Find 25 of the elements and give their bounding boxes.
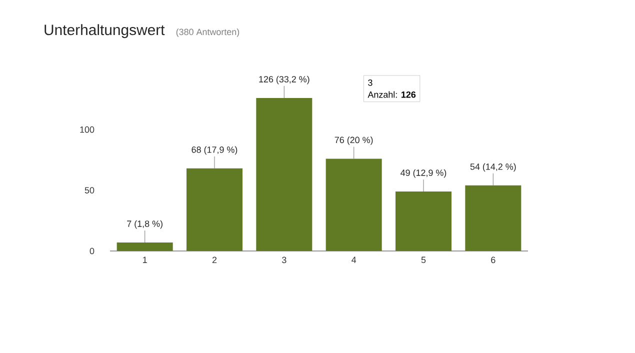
x-tick-label: 5 (421, 256, 426, 264)
y-tick-label: 50 (84, 187, 94, 194)
x-tick-label: 1 (143, 256, 147, 263)
text: Anzahl: 126 (368, 91, 416, 98)
x-tick-label: 3 (282, 256, 286, 264)
x-tick-label: 6 (491, 256, 496, 264)
bar (116, 242, 173, 251)
y-tick-label: 100 (80, 126, 94, 133)
bar (186, 168, 243, 251)
x-tick-label: 4 (352, 256, 356, 263)
bar (326, 158, 382, 251)
data-label: 76 (20 %) (334, 136, 373, 145)
x-tick-label: 2 (212, 256, 217, 264)
data-label: 49 (12,9 %) (400, 169, 446, 178)
bar (465, 185, 522, 251)
y-tick-label: 0 (90, 248, 94, 254)
bar (396, 192, 452, 251)
bar (256, 98, 312, 251)
chart-subtitle: (380 Antworten) (176, 28, 240, 37)
data-label: 68 (17,9 %) (192, 146, 238, 155)
text: 3 (368, 79, 372, 86)
data-label: 126 (33,2 %) (259, 76, 310, 84)
chart-title: Unterhaltungswert (44, 24, 165, 38)
data-label: 7 (1,8 %) (127, 220, 162, 229)
data-label: 54 (14,2 %) (470, 163, 516, 172)
